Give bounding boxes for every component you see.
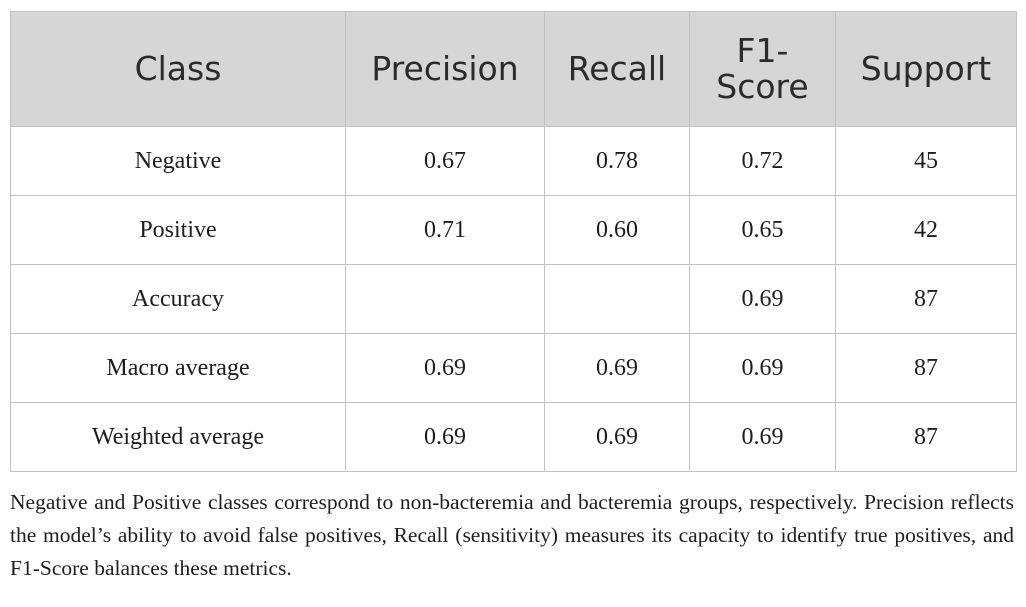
cell-precision: 0.71: [345, 195, 545, 265]
header-class: Class: [10, 11, 346, 127]
cell-recall: 0.69: [544, 333, 690, 403]
cell-precision: 0.69: [345, 402, 545, 472]
cell-precision: [345, 264, 545, 334]
table-row: Weighted average 0.69 0.69 0.69 87: [10, 402, 1017, 472]
cell-f1: 0.72: [689, 126, 836, 196]
cell-f1: 0.69: [689, 264, 836, 334]
cell-f1: 0.69: [689, 333, 836, 403]
cell-f1: 0.69: [689, 402, 836, 472]
header-support: Support: [835, 11, 1017, 127]
cell-recall: 0.78: [544, 126, 690, 196]
table-row: Macro average 0.69 0.69 0.69 87: [10, 333, 1017, 403]
cell-recall: 0.60: [544, 195, 690, 265]
table-row: Negative 0.67 0.78 0.72 45: [10, 126, 1017, 196]
header-f1-score: F1- Score: [689, 11, 836, 127]
header-f1-line1: F1-: [736, 31, 789, 70]
document-page: Class Precision Recall F1- Score Support…: [10, 11, 1017, 607]
table-header: Class Precision Recall F1- Score Support: [10, 11, 1017, 127]
header-row: Class Precision Recall F1- Score Support: [10, 11, 1017, 127]
cell-class: Macro average: [10, 333, 346, 403]
cell-recall: [544, 264, 690, 334]
cell-support: 87: [835, 264, 1017, 334]
metrics-table: Class Precision Recall F1- Score Support…: [10, 11, 1017, 472]
cell-class: Weighted average: [10, 402, 346, 472]
table-row: Accuracy 0.69 87: [10, 264, 1017, 334]
cell-support: 45: [835, 126, 1017, 196]
table-body: Negative 0.67 0.78 0.72 45 Positive 0.71…: [10, 126, 1017, 472]
cell-support: 87: [835, 402, 1017, 472]
cell-class: Negative: [10, 126, 346, 196]
cell-precision: 0.67: [345, 126, 545, 196]
header-recall: Recall: [544, 11, 690, 127]
cell-f1: 0.65: [689, 195, 836, 265]
cell-recall: 0.69: [544, 402, 690, 472]
table-row: Positive 0.71 0.60 0.65 42: [10, 195, 1017, 265]
header-f1-line2: Score: [716, 67, 809, 106]
cell-support: 87: [835, 333, 1017, 403]
header-precision: Precision: [345, 11, 545, 127]
cell-support: 42: [835, 195, 1017, 265]
cell-precision: 0.69: [345, 333, 545, 403]
cell-class: Accuracy: [10, 264, 346, 334]
cell-class: Positive: [10, 195, 346, 265]
table-caption: Negative and Positive classes correspond…: [10, 490, 1014, 580]
